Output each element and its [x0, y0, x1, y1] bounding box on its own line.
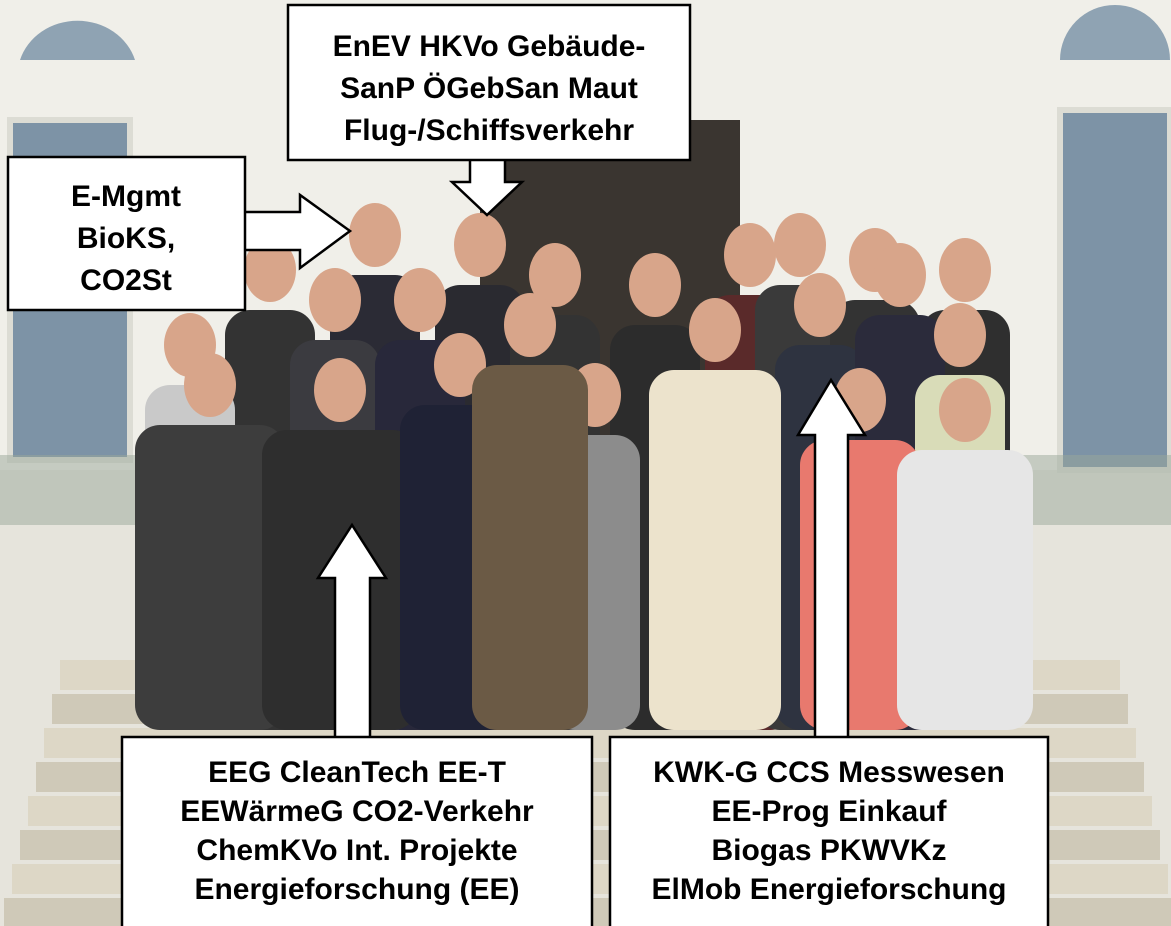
person-head	[629, 253, 681, 317]
person-body	[897, 450, 1033, 730]
callout-text: BioKS,	[77, 222, 175, 255]
person-head	[939, 238, 991, 302]
callout-text: ElMob Energieforschung	[651, 873, 1006, 906]
people	[135, 203, 1033, 730]
callout-text: EE-Prog Einkauf	[711, 795, 947, 828]
person-head	[529, 243, 581, 307]
person-body	[472, 365, 588, 730]
callout-text: SanP ÖGebSan Maut	[340, 72, 638, 105]
person-head	[934, 303, 986, 367]
person-head	[724, 223, 776, 287]
arrow-up	[795, 377, 868, 742]
person-body	[649, 370, 781, 730]
callout-box	[608, 735, 1050, 926]
arrow-right	[241, 192, 353, 271]
person-head	[774, 213, 826, 277]
callout-text: E-Mgmt	[71, 180, 181, 213]
callout-box	[6, 155, 247, 312]
arrow-down	[448, 156, 526, 217]
callout-text: EEWärmeG CO2-Verkehr	[180, 795, 534, 828]
callout-text: Energieforschung (EE)	[194, 873, 519, 906]
person-head	[184, 353, 236, 417]
window	[1057, 107, 1171, 473]
person-head	[504, 293, 556, 357]
person-head	[349, 203, 401, 267]
person-head	[244, 238, 296, 302]
callout-text: Flug-/Schiffsverkehr	[344, 114, 634, 147]
callout-text: ChemKVo Int. Projekte	[196, 834, 517, 867]
callout-text: CO2St	[80, 264, 172, 297]
person-head	[314, 358, 366, 422]
person-head	[689, 298, 741, 362]
arrow-up	[315, 522, 389, 742]
callout-text: KWK-G CCS Messwesen	[653, 756, 1005, 789]
callout-text: EnEV HKVo Gebäude-	[333, 30, 646, 63]
callout-box	[120, 735, 594, 926]
person-head	[874, 243, 926, 307]
person-body	[135, 425, 285, 730]
person-head	[309, 268, 361, 332]
callout-text: EEG CleanTech EE-T	[208, 756, 506, 789]
callout-text: Biogas PKWVKz	[711, 834, 946, 867]
person-head	[794, 273, 846, 337]
window-arch	[1060, 5, 1170, 60]
callout-box	[286, 3, 692, 162]
person-head	[434, 333, 486, 397]
person-head	[939, 378, 991, 442]
person-head	[454, 213, 506, 277]
person-head	[394, 268, 446, 332]
window-arch	[20, 20, 135, 60]
